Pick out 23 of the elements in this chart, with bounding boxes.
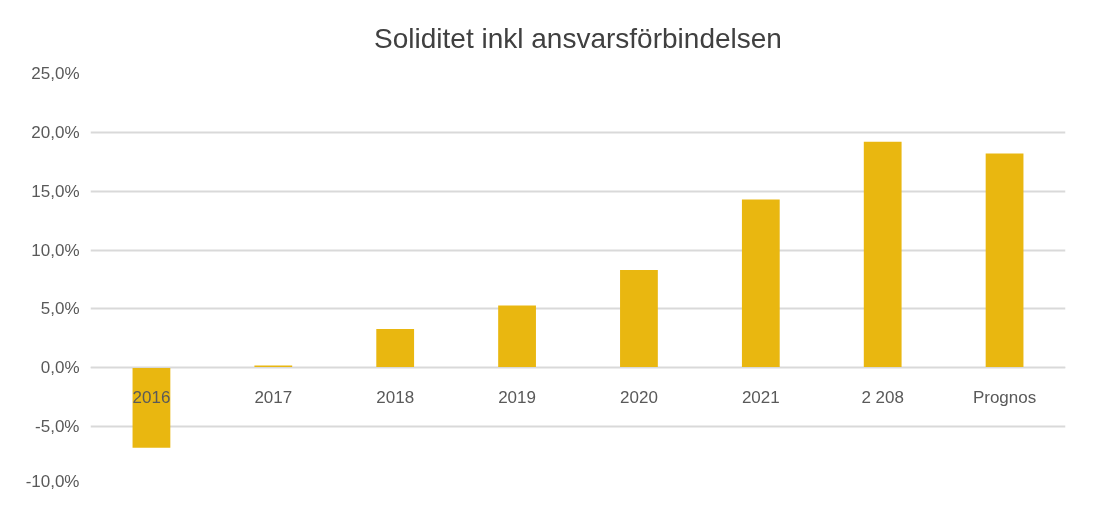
chart-title: Soliditet inkl ansvarsförbindelsen xyxy=(374,22,782,54)
x-tick-label: 2019 xyxy=(498,387,536,407)
y-tick-label: 0,0% xyxy=(40,358,80,378)
y-tick-label: 10,0% xyxy=(31,240,80,260)
x-tick-label: 2016 xyxy=(132,387,171,407)
bar xyxy=(985,153,1024,368)
x-tick-label: 2017 xyxy=(254,387,293,407)
y-tick-label: -10,0% xyxy=(25,471,80,491)
x-tick-label: 2021 xyxy=(741,387,780,407)
x-tick-label: 2020 xyxy=(620,387,658,407)
y-tick-label: 20,0% xyxy=(31,122,80,142)
x-tick-label: 2018 xyxy=(376,387,415,407)
bar xyxy=(376,328,415,368)
x-tick-label: 2 208 xyxy=(861,387,904,407)
bar xyxy=(863,141,902,368)
y-tick-label: -5,0% xyxy=(35,417,80,437)
y-tick-label: 5,0% xyxy=(40,299,80,319)
bar xyxy=(620,270,658,368)
x-tick-label: Prognos xyxy=(972,387,1037,407)
y-tick-label: 25,0% xyxy=(31,64,80,83)
y-tick-label: 15,0% xyxy=(31,181,80,201)
bar xyxy=(498,305,536,368)
bar xyxy=(741,199,780,368)
